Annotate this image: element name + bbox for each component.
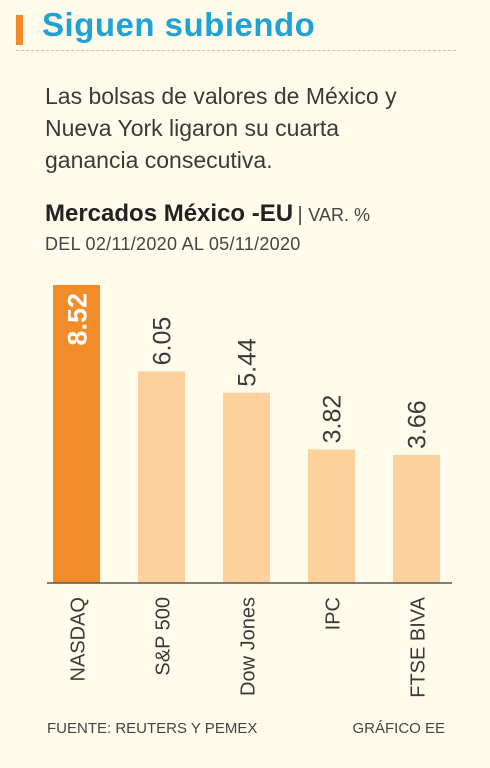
category-label-3: IPC <box>323 597 345 630</box>
bar-3 <box>308 449 355 583</box>
value-label-4: 3.66 <box>404 400 432 449</box>
value-label-2: 5.44 <box>234 338 262 387</box>
value-label-0: 8.52 <box>63 293 93 346</box>
bar-0 <box>53 285 100 583</box>
category-label-2: Dow Jones <box>238 597 260 696</box>
title-accent-bar <box>16 15 23 45</box>
chart-unit-label: VAR. % <box>308 205 370 225</box>
category-label-0: NASDAQ <box>68 597 90 681</box>
category-label-1: S&P 500 <box>153 597 175 676</box>
headline: Siguen subiendo <box>42 6 316 43</box>
chart-date-range: DEL 02/11/2020 AL 05/11/2020 <box>45 234 301 254</box>
chart-title-row: Mercados México -EU | VAR. % <box>45 200 370 228</box>
graphic-credit: GRÁFICO EE <box>352 720 445 737</box>
source-note: FUENTE: REUTERS Y PEMEX <box>47 720 258 737</box>
category-label-4: FTSE BIVA <box>408 596 430 697</box>
title-separator: | <box>297 204 309 226</box>
headline-divider <box>16 50 456 51</box>
value-label-1: 6.05 <box>149 317 177 366</box>
chart-title: Mercados México -EU <box>45 200 294 227</box>
bar-1 <box>138 371 185 583</box>
bar-2 <box>223 392 270 583</box>
value-label-3: 3.82 <box>319 395 347 444</box>
lede-text: Las bolsas de valores de México y Nueva … <box>45 83 397 173</box>
bar-4 <box>393 454 440 583</box>
